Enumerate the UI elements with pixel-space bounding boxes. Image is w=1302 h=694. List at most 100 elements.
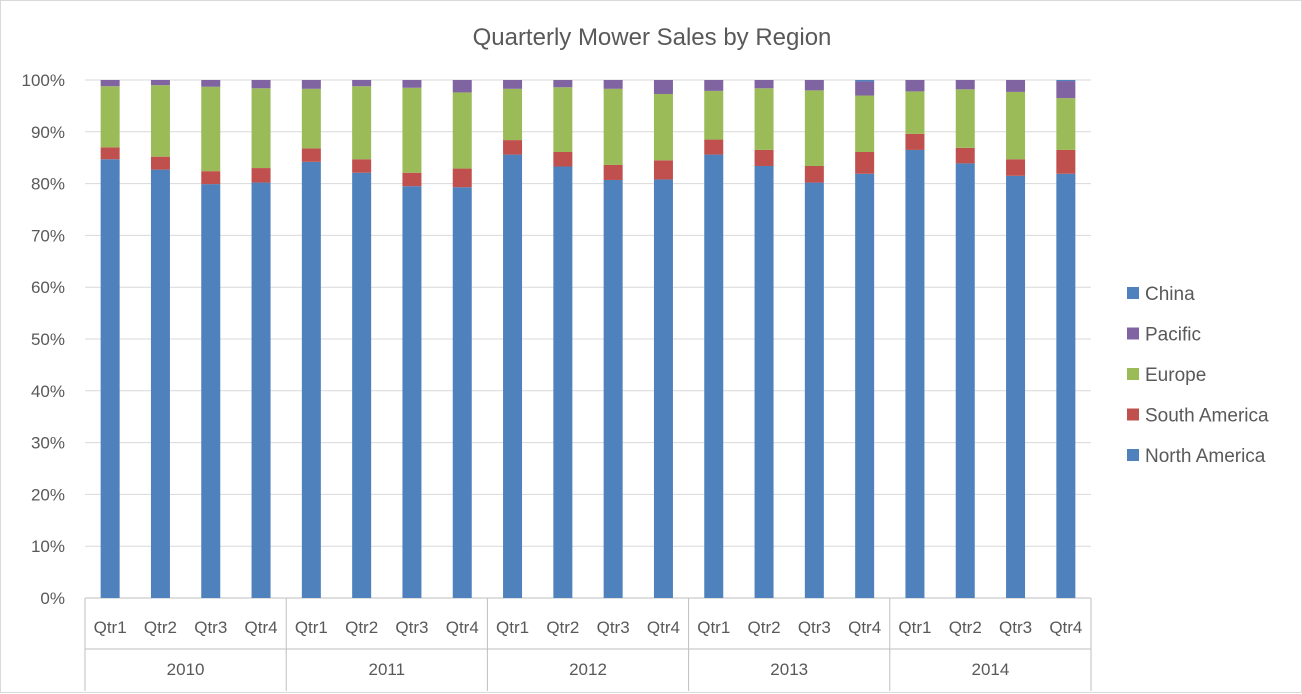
x-tick-label: Qtr2 — [949, 618, 982, 637]
bar-segment-south-america — [704, 139, 724, 155]
bar-segment-south-america — [653, 160, 673, 180]
bar-segment-europe — [201, 86, 221, 172]
x-tick-label: Qtr1 — [295, 618, 328, 637]
bar-segment-europe — [301, 88, 321, 149]
bar-segment-north-america — [553, 166, 573, 599]
bar-segment-north-america — [503, 154, 523, 599]
bar-segment-south-america — [905, 133, 925, 150]
x-tick-label: Qtr4 — [245, 618, 278, 637]
chart-title: Quarterly Mower Sales by Region — [473, 24, 832, 51]
x-tick-label: Qtr3 — [999, 618, 1032, 637]
bar-segment-north-america — [301, 161, 321, 598]
bar-segment-south-america — [1006, 159, 1026, 176]
bar-segment-north-america — [905, 149, 925, 598]
x-tick-label: Qtr4 — [1049, 618, 1082, 637]
bar-segment-south-america — [603, 164, 623, 180]
x-tick-label: Qtr2 — [144, 618, 177, 637]
bar-segment-north-america — [955, 163, 975, 598]
y-tick-label: 0% — [40, 589, 65, 608]
bar-segment-pacific — [905, 80, 925, 92]
bar-segment-pacific — [352, 80, 372, 87]
bar-segment-north-america — [201, 184, 221, 599]
bar-segment-south-america — [503, 140, 523, 155]
x-tick-label: Qtr4 — [848, 618, 881, 637]
bar-segment-north-america — [603, 179, 623, 598]
x-tick-label: Qtr1 — [496, 618, 529, 637]
bar-segment-pacific — [100, 80, 120, 87]
y-tick-label: 60% — [31, 278, 65, 297]
bar-segment-north-america — [1006, 175, 1026, 598]
bar-segment-north-america — [653, 179, 673, 598]
x-tick-label: Qtr1 — [94, 618, 127, 637]
x-tick-label: Qtr3 — [798, 618, 831, 637]
x-group-label: 2013 — [770, 660, 808, 679]
x-tick-label: Qtr1 — [697, 618, 730, 637]
x-tick-label: Qtr4 — [446, 618, 479, 637]
bar-segment-europe — [251, 88, 271, 169]
bar-segment-europe — [1056, 98, 1076, 150]
bar-segment-europe — [754, 88, 774, 150]
bar-segment-north-america — [251, 182, 271, 598]
bar-segment-pacific — [251, 80, 271, 89]
legend-label: Europe — [1145, 365, 1206, 386]
y-tick-label: 80% — [31, 175, 65, 194]
gridlines — [85, 79, 1091, 599]
bar-segment-pacific — [402, 80, 422, 88]
bar-segment-europe — [352, 86, 372, 160]
bar-segment-pacific — [603, 80, 623, 89]
y-tick-label: 100% — [22, 71, 65, 90]
bar-segment-south-america — [754, 149, 774, 166]
bar-segment-north-america — [100, 159, 120, 598]
bar-segment-south-america — [855, 152, 875, 174]
y-tick-label: 20% — [31, 485, 65, 504]
bar-segment-south-america — [251, 168, 271, 183]
bar-segment-europe — [855, 95, 875, 153]
x-group-label: 2010 — [167, 660, 205, 679]
bar-segment-south-america — [804, 165, 824, 183]
bar-segment-south-america — [553, 152, 573, 167]
bar-segment-north-america — [704, 154, 724, 599]
bar-segment-pacific — [301, 80, 321, 89]
bar-segment-pacific — [1006, 80, 1026, 92]
bar-segment-china — [1056, 80, 1076, 82]
legend-label: North America — [1145, 446, 1266, 467]
bar-segment-europe — [704, 90, 724, 140]
y-tick-label: 10% — [31, 537, 65, 556]
bar-segment-pacific — [855, 81, 875, 96]
bar-segment-pacific — [503, 80, 523, 89]
bar-segment-south-america — [1056, 149, 1076, 174]
x-group-label: 2014 — [971, 660, 1009, 679]
bar-segment-pacific — [150, 80, 170, 86]
bar-segment-europe — [100, 86, 120, 148]
legend-swatch — [1127, 449, 1139, 461]
bar-segment-pacific — [201, 80, 221, 87]
bar-segment-south-america — [955, 147, 975, 164]
bar-segment-north-america — [402, 186, 422, 598]
y-axis: 0% 10% 20% 30% 40% 50% 60% 70% 80% 90% 100% — [22, 71, 65, 608]
legend-label: China — [1145, 284, 1195, 305]
bar-segment-pacific — [704, 80, 724, 91]
legend-label: South America — [1145, 406, 1269, 427]
bar-segment-north-america — [452, 187, 472, 598]
bar-segment-south-america — [301, 148, 321, 162]
x-group-label: 2012 — [569, 660, 607, 679]
bar-segment-north-america — [855, 173, 875, 598]
bar-segment-north-america — [804, 182, 824, 598]
bar-segment-europe — [905, 91, 925, 134]
x-tick-label: Qtr4 — [647, 618, 680, 637]
bar-segment-north-america — [754, 165, 774, 598]
y-tick-label: 50% — [31, 330, 65, 349]
bar-segment-north-america — [150, 169, 170, 598]
bar-segment-pacific — [1056, 81, 1076, 99]
y-tick-label: 30% — [31, 434, 65, 453]
bar-segment-europe — [150, 85, 170, 157]
bar-segment-europe — [1006, 91, 1026, 160]
legend-swatch — [1127, 287, 1139, 299]
bar-segment-south-america — [100, 147, 120, 160]
x-tick-label: Qtr2 — [748, 618, 781, 637]
x-tick-label: Qtr3 — [194, 618, 227, 637]
bar-segment-pacific — [754, 80, 774, 89]
y-tick-label: 70% — [31, 226, 65, 245]
